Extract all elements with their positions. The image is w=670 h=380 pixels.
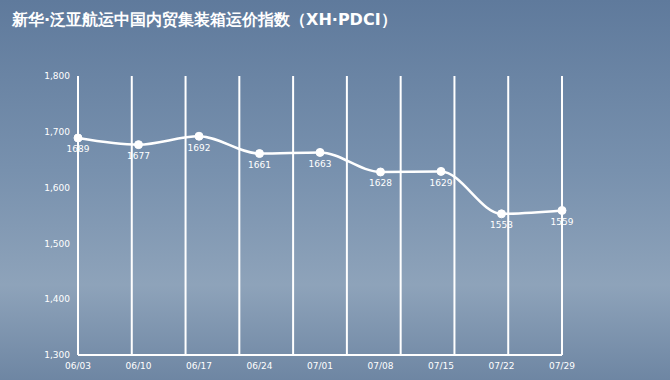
svg-text:07/22: 07/22 (489, 361, 515, 371)
svg-text:1,500: 1,500 (44, 239, 70, 249)
svg-text:1559: 1559 (551, 217, 574, 227)
svg-text:07/08: 07/08 (368, 361, 394, 371)
svg-text:1629: 1629 (430, 178, 453, 188)
svg-text:1677: 1677 (127, 151, 150, 161)
svg-text:06/24: 06/24 (247, 361, 273, 371)
svg-text:1,600: 1,600 (44, 183, 70, 193)
svg-text:06/03: 06/03 (65, 361, 91, 371)
svg-text:1689: 1689 (67, 144, 90, 154)
svg-text:1,800: 1,800 (44, 71, 70, 81)
svg-text:06/17: 06/17 (186, 361, 212, 371)
svg-text:06/10: 06/10 (126, 361, 152, 371)
svg-text:1663: 1663 (309, 159, 332, 169)
svg-text:1661: 1661 (248, 160, 271, 170)
html-text:新华·泛亚航运中国内贸集装箱运价指数（XH·PDCI）: 新华·泛亚航运中国内贸集装箱运价指数（XH·PDCI） (12, 10, 397, 29)
svg-text:1628: 1628 (369, 178, 392, 188)
svg-text:1553: 1553 (490, 220, 513, 230)
svg-text:1,300: 1,300 (44, 350, 70, 360)
svg-text:1,400: 1,400 (44, 294, 70, 304)
svg-text:07/01: 07/01 (307, 361, 333, 371)
svg-text:1692: 1692 (188, 143, 211, 153)
svg-text:1,700: 1,700 (44, 127, 70, 137)
svg-text:07/15: 07/15 (428, 361, 454, 371)
svg-text:07/29: 07/29 (549, 361, 575, 371)
